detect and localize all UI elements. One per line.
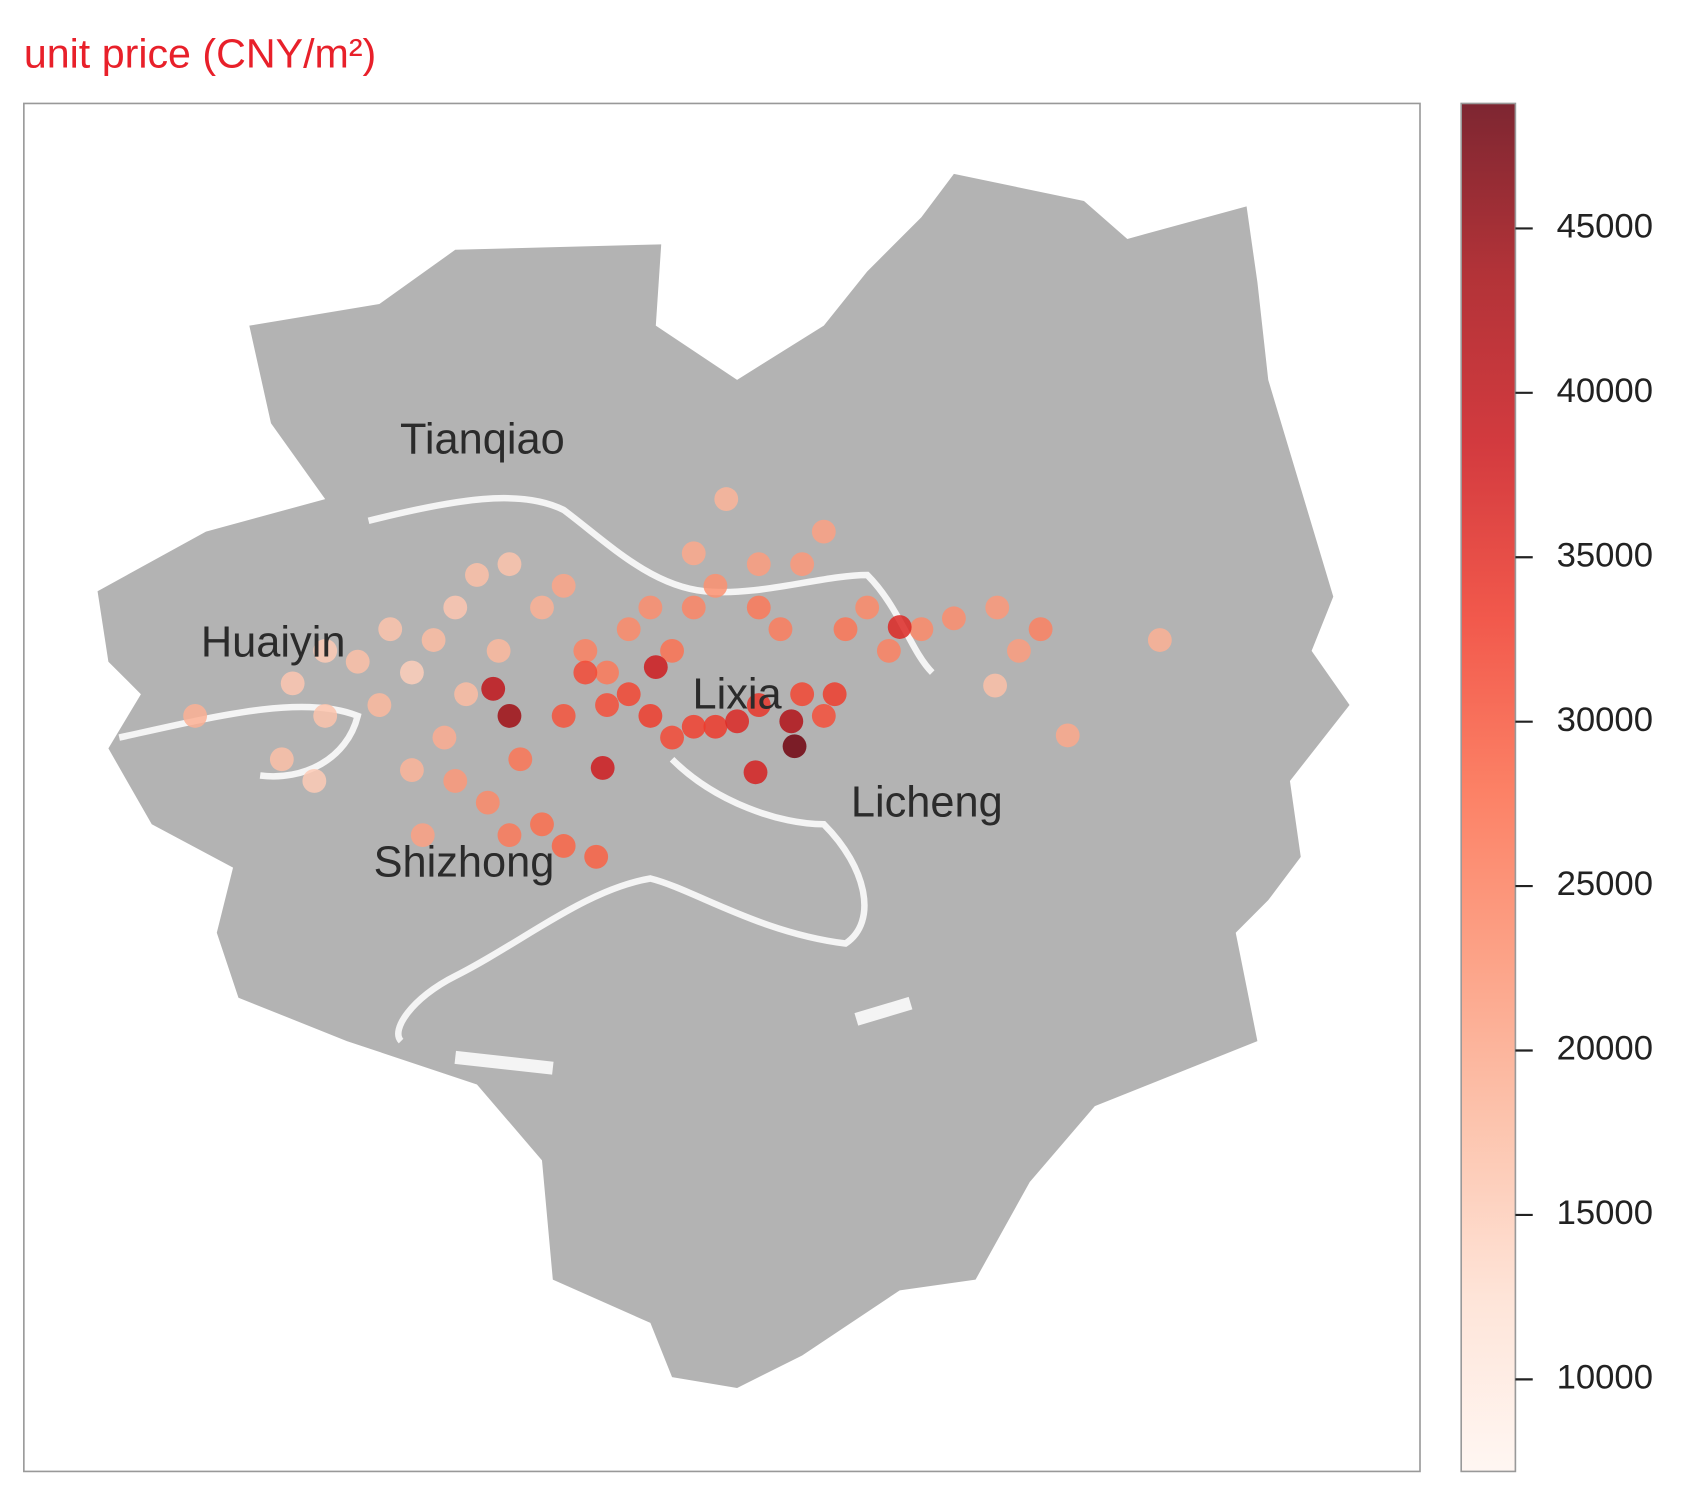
price-point <box>183 703 208 728</box>
price-point <box>681 541 706 566</box>
price-point <box>313 638 338 663</box>
price-point <box>790 682 815 707</box>
price-point <box>269 747 294 772</box>
tick-label: 15000 <box>1557 1194 1653 1232</box>
price-point <box>876 638 901 663</box>
title: unit price (CNY/m²) <box>24 31 376 77</box>
price-point <box>421 628 446 652</box>
price-point <box>302 769 327 793</box>
price-point <box>833 617 858 642</box>
price-point <box>443 769 468 793</box>
price-point <box>551 834 576 858</box>
price-point <box>782 734 807 759</box>
price-point <box>1055 723 1080 748</box>
tick-label: 10000 <box>1557 1359 1653 1397</box>
price-point <box>983 673 1008 698</box>
price-point <box>643 655 668 680</box>
tick-label: 25000 <box>1557 865 1653 903</box>
price-point <box>595 660 619 685</box>
price-point <box>497 823 522 848</box>
price-point <box>551 703 576 728</box>
tick-label: 40000 <box>1557 372 1653 410</box>
points <box>183 487 1172 869</box>
price-point <box>399 758 424 783</box>
district-label: Shizhong <box>374 838 555 886</box>
price-point <box>822 682 847 707</box>
district-border <box>395 756 868 1044</box>
price-point <box>703 714 728 739</box>
river <box>367 494 935 675</box>
price-point <box>432 725 457 750</box>
price-point <box>790 552 815 577</box>
price-point <box>985 595 1010 620</box>
price-point <box>681 595 706 620</box>
price-point <box>660 725 684 750</box>
price-point <box>584 844 609 869</box>
price-point <box>367 693 392 717</box>
price-point <box>410 823 435 848</box>
price-point <box>573 638 598 663</box>
rivers <box>118 494 935 1075</box>
price-point <box>909 617 934 642</box>
price-point <box>497 552 522 577</box>
district-label: Lixia <box>693 670 783 718</box>
price-point <box>486 638 511 663</box>
price-point <box>399 660 424 685</box>
price-point <box>313 703 338 728</box>
price-point <box>454 682 479 707</box>
price-point <box>475 790 500 815</box>
tick-label: 35000 <box>1557 536 1653 574</box>
price-point <box>746 552 771 577</box>
price-point <box>378 617 403 642</box>
region <box>97 173 1350 1388</box>
price-point <box>714 487 739 512</box>
price-point <box>280 671 305 696</box>
price-point <box>768 617 793 642</box>
price-point <box>590 756 615 780</box>
price-point <box>345 649 370 674</box>
tick-label: 20000 <box>1557 1030 1653 1068</box>
price-point <box>573 660 598 685</box>
price-point <box>638 595 663 620</box>
price-point <box>1028 617 1053 642</box>
price-point <box>638 703 663 728</box>
price-point <box>465 563 489 587</box>
price-point <box>743 760 768 785</box>
price-point <box>481 676 506 701</box>
price-point <box>595 693 619 717</box>
colorbar <box>1460 102 1517 1473</box>
price-point <box>1147 628 1172 652</box>
price-point <box>508 747 533 772</box>
price-point <box>551 573 576 598</box>
price-point <box>746 595 771 620</box>
price-point <box>443 595 468 620</box>
district-label: Licheng <box>851 779 1003 827</box>
price-point <box>660 638 684 663</box>
price-point <box>1007 638 1031 663</box>
price-point <box>855 595 880 620</box>
lake <box>454 1050 554 1075</box>
price-point <box>616 617 641 642</box>
price-point <box>779 709 804 734</box>
price-point <box>703 573 728 598</box>
price-point <box>616 682 641 707</box>
price-point <box>681 714 706 739</box>
price-point <box>941 606 966 631</box>
price-point <box>530 812 554 837</box>
district-label: Huaiyin <box>201 618 346 666</box>
price-point <box>746 693 771 717</box>
price-point <box>497 703 522 728</box>
price-point <box>887 615 912 639</box>
tick-label: 45000 <box>1557 208 1653 246</box>
tick-label: 30000 <box>1557 701 1653 739</box>
district-label: Tianqiao <box>400 416 565 464</box>
price-point <box>811 703 836 728</box>
colorbar-ticks: 10000 15000 20000 25000 30000 35000 40000 45000 <box>1515 208 1653 1397</box>
lake <box>854 996 913 1026</box>
price-point <box>725 709 750 734</box>
price-point <box>811 519 836 544</box>
price-point <box>530 595 554 620</box>
